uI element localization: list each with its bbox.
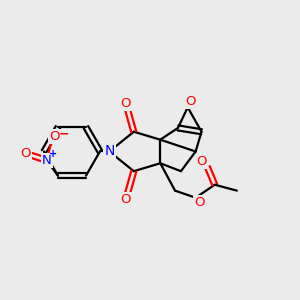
Text: O: O	[194, 196, 204, 208]
Text: O: O	[50, 130, 60, 143]
Text: N: N	[104, 145, 115, 158]
Text: O: O	[185, 95, 195, 108]
Text: O: O	[20, 147, 31, 160]
Text: O: O	[196, 155, 207, 168]
Text: −: −	[58, 128, 69, 140]
Text: N: N	[42, 154, 52, 167]
Text: O: O	[121, 97, 131, 110]
Text: O: O	[121, 193, 131, 206]
Text: +: +	[49, 149, 57, 159]
